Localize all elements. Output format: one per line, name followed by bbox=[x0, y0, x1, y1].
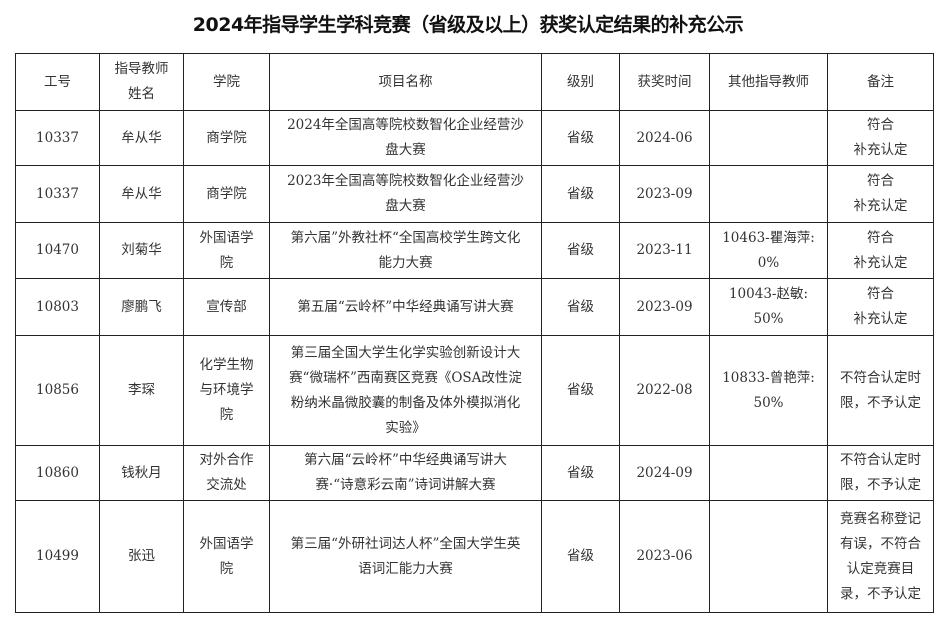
cell-other-teachers bbox=[709, 165, 828, 223]
cell-award-time: 2023-06 bbox=[619, 500, 710, 613]
cell-college: 商学院 bbox=[183, 110, 270, 166]
table-row: 10337 牟从华 商学院 2024年全国高等院校数智化企业经营沙 盘大赛 省级 2024… bbox=[15, 110, 934, 166]
cell-teacher-name: 牟从华 bbox=[99, 110, 184, 166]
cell-project-name: 第六届”外教社杯“全国高校学生跨文化 能力大赛 bbox=[269, 222, 542, 279]
cell-staff-id: 10499 bbox=[15, 500, 100, 613]
table-row: 10803 廖鹏飞 宣传部 第五届“云岭杯”中华经典诵写讲大赛 省级 2023-09 100… bbox=[15, 278, 934, 336]
cell-remarks: 不符合认定时 限，不予认定 bbox=[827, 335, 934, 446]
cell-remarks: 符合 补充认定 bbox=[827, 110, 934, 166]
header-remarks: 备注 bbox=[827, 53, 934, 111]
cell-award-time: 2023-09 bbox=[619, 278, 710, 336]
cell-staff-id: 10803 bbox=[15, 278, 100, 336]
cell-staff-id: 10856 bbox=[15, 335, 100, 446]
cell-award-time: 2022-08 bbox=[619, 335, 710, 446]
cell-level: 省级 bbox=[541, 110, 620, 166]
cell-other-teachers bbox=[709, 500, 828, 613]
cell-other-teachers bbox=[709, 445, 828, 501]
header-project-name: 项目名称 bbox=[269, 53, 542, 111]
cell-staff-id: 10470 bbox=[15, 222, 100, 279]
header-college: 学院 bbox=[183, 53, 270, 111]
cell-other-teachers: 10833-曾艳萍: 50% bbox=[709, 335, 828, 446]
cell-teacher-name: 张迅 bbox=[99, 500, 184, 613]
cell-project-name: 第三届“外研社词达人杯”全国大学生英 语词汇能力大赛 bbox=[269, 500, 542, 613]
results-table: 工号 指导教师 姓名 学院 项目名称 级别 获奖时间 其他指导教师 备注 103… bbox=[15, 53, 934, 613]
cell-level: 省级 bbox=[541, 278, 620, 336]
cell-other-teachers bbox=[709, 110, 828, 166]
cell-teacher-name: 牟从华 bbox=[99, 165, 184, 223]
cell-project-name: 第三届全国大学生化学实验创新设计大 赛“微瑞杯”西南赛区竞赛《OSA改性淀 粉纳… bbox=[269, 335, 542, 446]
cell-remarks: 符合 补充认定 bbox=[827, 165, 934, 223]
table-row: 10856 李琛 化学生物 与环境学 院第三届全国大学生化学实验创新设计大 赛“微瑞… bbox=[15, 335, 934, 446]
cell-teacher-name: 刘菊华 bbox=[99, 222, 184, 279]
header-other-teachers: 其他指导教师 bbox=[709, 53, 828, 111]
cell-level: 省级 bbox=[541, 445, 620, 501]
cell-award-time: 2023-09 bbox=[619, 165, 710, 223]
cell-award-time: 2024-09 bbox=[619, 445, 710, 501]
document-title: 2024年指导学生学科竞赛（省级及以上）获奖认定结果的补充公示 bbox=[192, 14, 744, 36]
cell-staff-id: 10337 bbox=[15, 165, 100, 223]
cell-level: 省级 bbox=[541, 165, 620, 223]
cell-project-name: 第六届“云岭杯”中华经典诵写讲大 赛·“诗意彩云南”诗词讲解大赛 bbox=[269, 445, 542, 501]
cell-project-name: 2024年全国高等院校数智化企业经营沙 盘大赛 bbox=[269, 110, 542, 166]
cell-college: 商学院 bbox=[183, 165, 270, 223]
table-row: 10499 张迅 外国语学 院第三届“外研社词达人杯”全国大学生英 语词汇能力大赛省… bbox=[15, 500, 934, 613]
cell-college: 化学生物 与环境学 院 bbox=[183, 335, 270, 446]
cell-remarks: 竞赛名称登记 有误，不符合 认定竞赛目 录，不予认定 bbox=[827, 500, 934, 613]
cell-project-name: 2023年全国高等院校数智化企业经营沙 盘大赛 bbox=[269, 165, 542, 223]
cell-level: 省级 bbox=[541, 500, 620, 613]
cell-teacher-name: 钱秋月 bbox=[99, 445, 184, 501]
table-row: 10860 钱秋月 对外合作 交流处 第六届“云岭杯”中华经典诵写讲大 赛·“诗意彩云… bbox=[15, 445, 934, 501]
cell-staff-id: 10337 bbox=[15, 110, 100, 166]
cell-remarks: 符合 补充认定 bbox=[827, 278, 934, 336]
table-row: 10337 牟从华 商学院 2023年全国高等院校数智化企业经营沙 盘大赛 省级 2023… bbox=[15, 165, 934, 223]
table-row: 10470 刘菊华 外国语学 院第六届”外教社杯“全国高校学生跨文化 能力大赛 省级 2… bbox=[15, 222, 934, 279]
cell-other-teachers: 10043-赵敏: 50% bbox=[709, 278, 828, 336]
header-staff-id: 工号 bbox=[15, 53, 100, 111]
cell-college: 外国语学 院 bbox=[183, 500, 270, 613]
header-award-time: 获奖时间 bbox=[619, 53, 710, 111]
cell-award-time: 2024-06 bbox=[619, 110, 710, 166]
cell-college: 宣传部 bbox=[183, 278, 270, 336]
cell-teacher-name: 廖鹏飞 bbox=[99, 278, 184, 336]
cell-project-name: 第五届“云岭杯”中华经典诵写讲大赛 bbox=[269, 278, 542, 336]
cell-teacher-name: 李琛 bbox=[99, 335, 184, 446]
cell-staff-id: 10860 bbox=[15, 445, 100, 501]
header-row: 工号 指导教师 姓名 学院 项目名称 级别 获奖时间 其他指导教师 备注 bbox=[15, 53, 934, 111]
header-teacher-name: 指导教师 姓名 bbox=[99, 53, 184, 111]
cell-college: 外国语学 院 bbox=[183, 222, 270, 279]
cell-remarks: 不符合认定时 限，不予认定 bbox=[827, 445, 934, 501]
cell-college: 对外合作 交流处 bbox=[183, 445, 270, 501]
cell-other-teachers: 10463-瞿海萍: 0% bbox=[709, 222, 828, 279]
cell-level: 省级 bbox=[541, 222, 620, 279]
cell-award-time: 2023-11 bbox=[619, 222, 710, 279]
cell-level: 省级 bbox=[541, 335, 620, 446]
cell-remarks: 符合 补充认定 bbox=[827, 222, 934, 279]
header-level: 级别 bbox=[541, 53, 620, 111]
